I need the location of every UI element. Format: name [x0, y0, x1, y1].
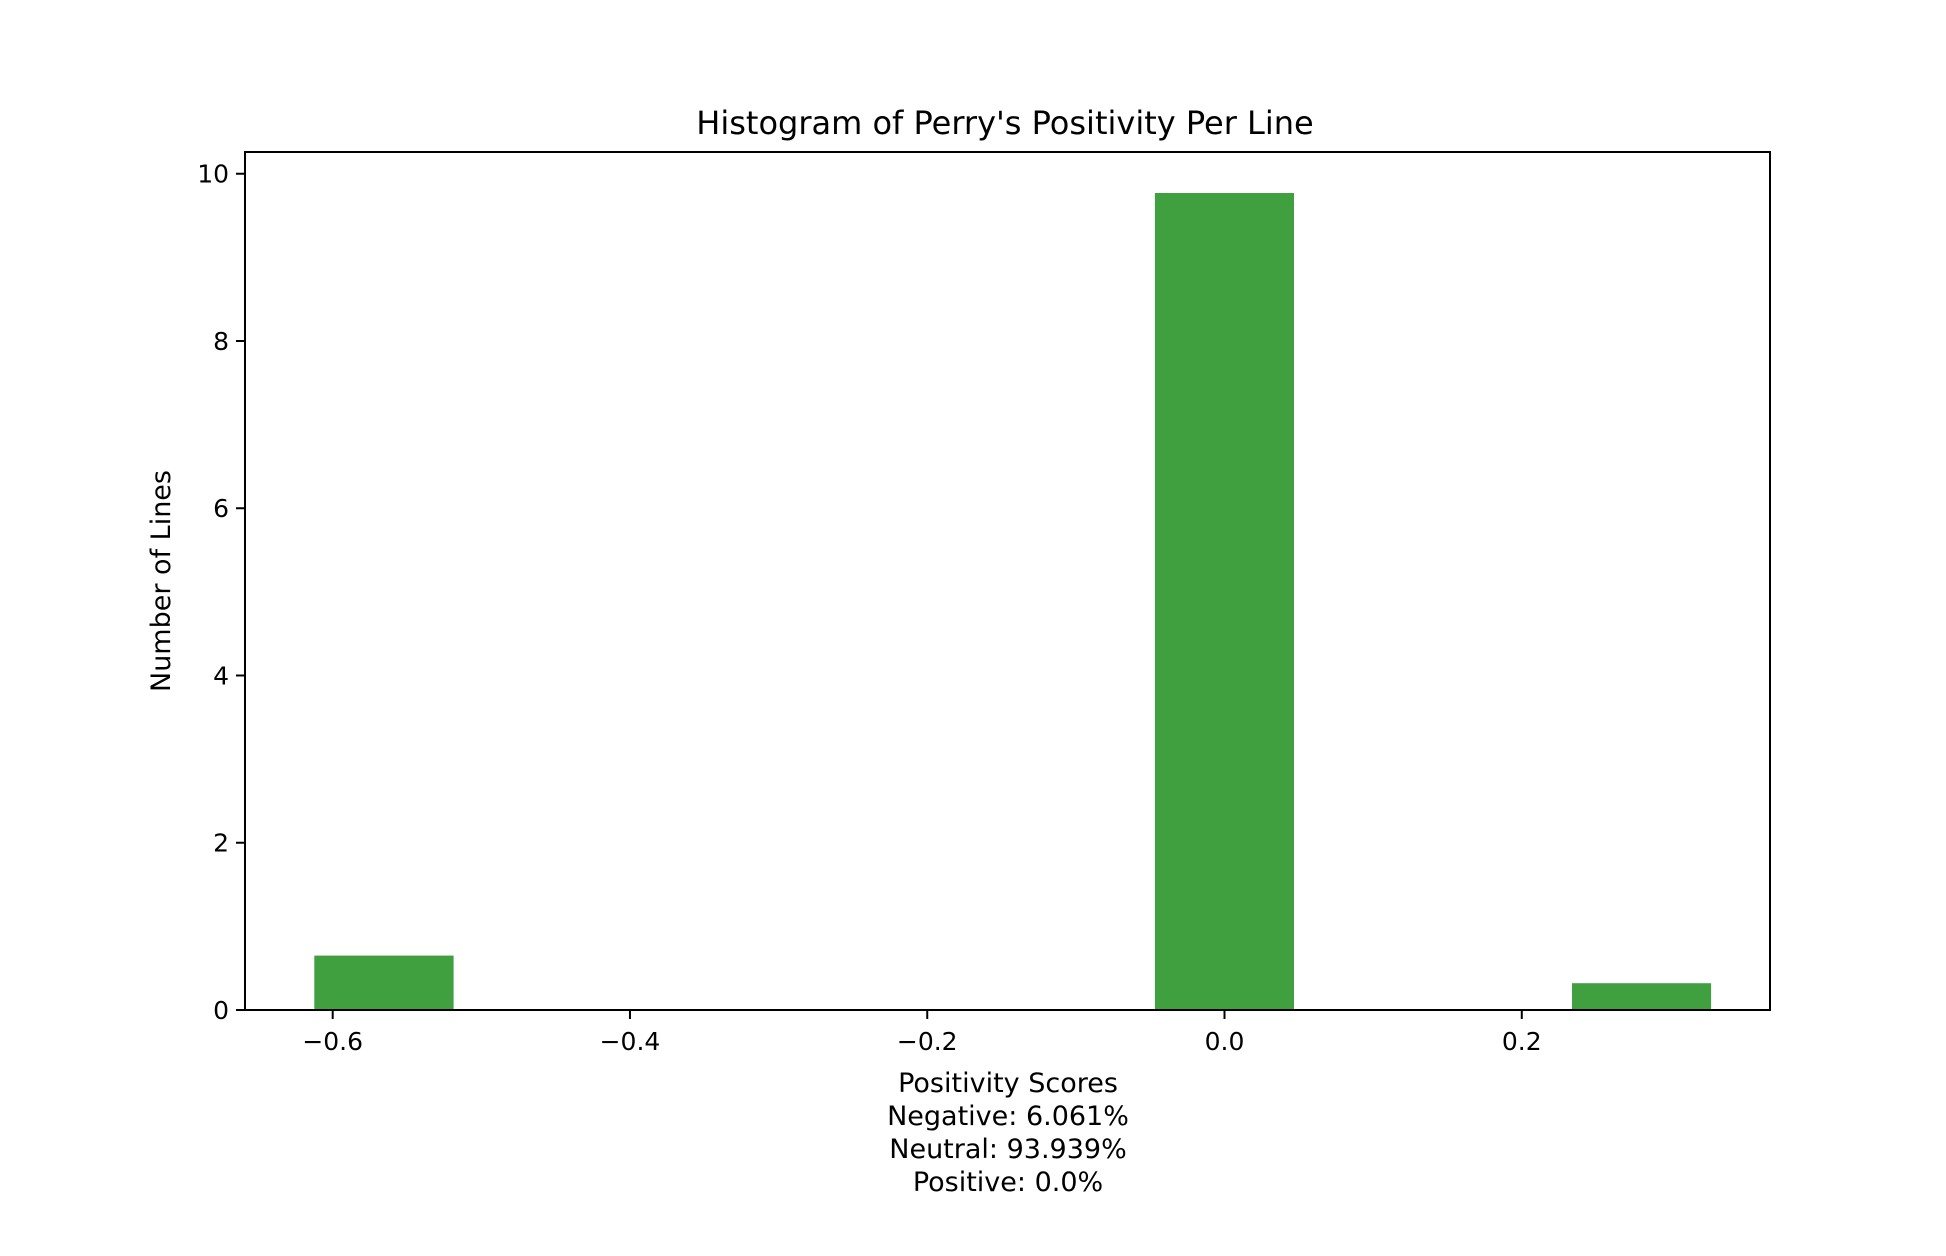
y-axis-label: Number of Lines — [146, 470, 177, 692]
x-tick-label-3: 0.0 — [1205, 1027, 1245, 1056]
chart-title: Histogram of Perry's Positivity Per Line — [696, 104, 1313, 142]
x-axis-label-positive: Positive: 0.0% — [913, 1167, 1103, 1198]
x-axis-label-neutral: Neutral: 93.939% — [889, 1134, 1126, 1165]
x-tick-label-4: 0.2 — [1502, 1027, 1542, 1056]
y-axis-ticks: 0 2 4 6 8 10 — [197, 160, 245, 1025]
x-tick-label-1: −0.4 — [600, 1027, 661, 1056]
x-axis-label-negative: Negative: 6.061% — [887, 1101, 1129, 1132]
y-tick-label-5: 10 — [197, 160, 229, 189]
y-tick-label-4: 8 — [213, 327, 229, 356]
y-tick-label-0: 0 — [213, 996, 229, 1025]
bars-group — [314, 193, 1712, 1010]
plot-area-frame — [244, 151, 1771, 1011]
x-axis-ticks: −0.6 −0.4 −0.2 0.0 0.2 — [302, 1010, 1542, 1056]
x-axis-label-line-1: Positivity Scores — [898, 1068, 1118, 1099]
x-tick-label-2: −0.2 — [897, 1027, 958, 1056]
histogram-bar-0 — [314, 955, 454, 1010]
histogram-bar-2 — [1572, 983, 1712, 1010]
y-tick-label-1: 2 — [213, 829, 229, 858]
x-tick-label-0: −0.6 — [302, 1027, 363, 1056]
y-tick-label-2: 4 — [213, 661, 229, 690]
histogram-bar-1 — [1154, 193, 1294, 1010]
y-tick-label-3: 6 — [213, 494, 229, 523]
